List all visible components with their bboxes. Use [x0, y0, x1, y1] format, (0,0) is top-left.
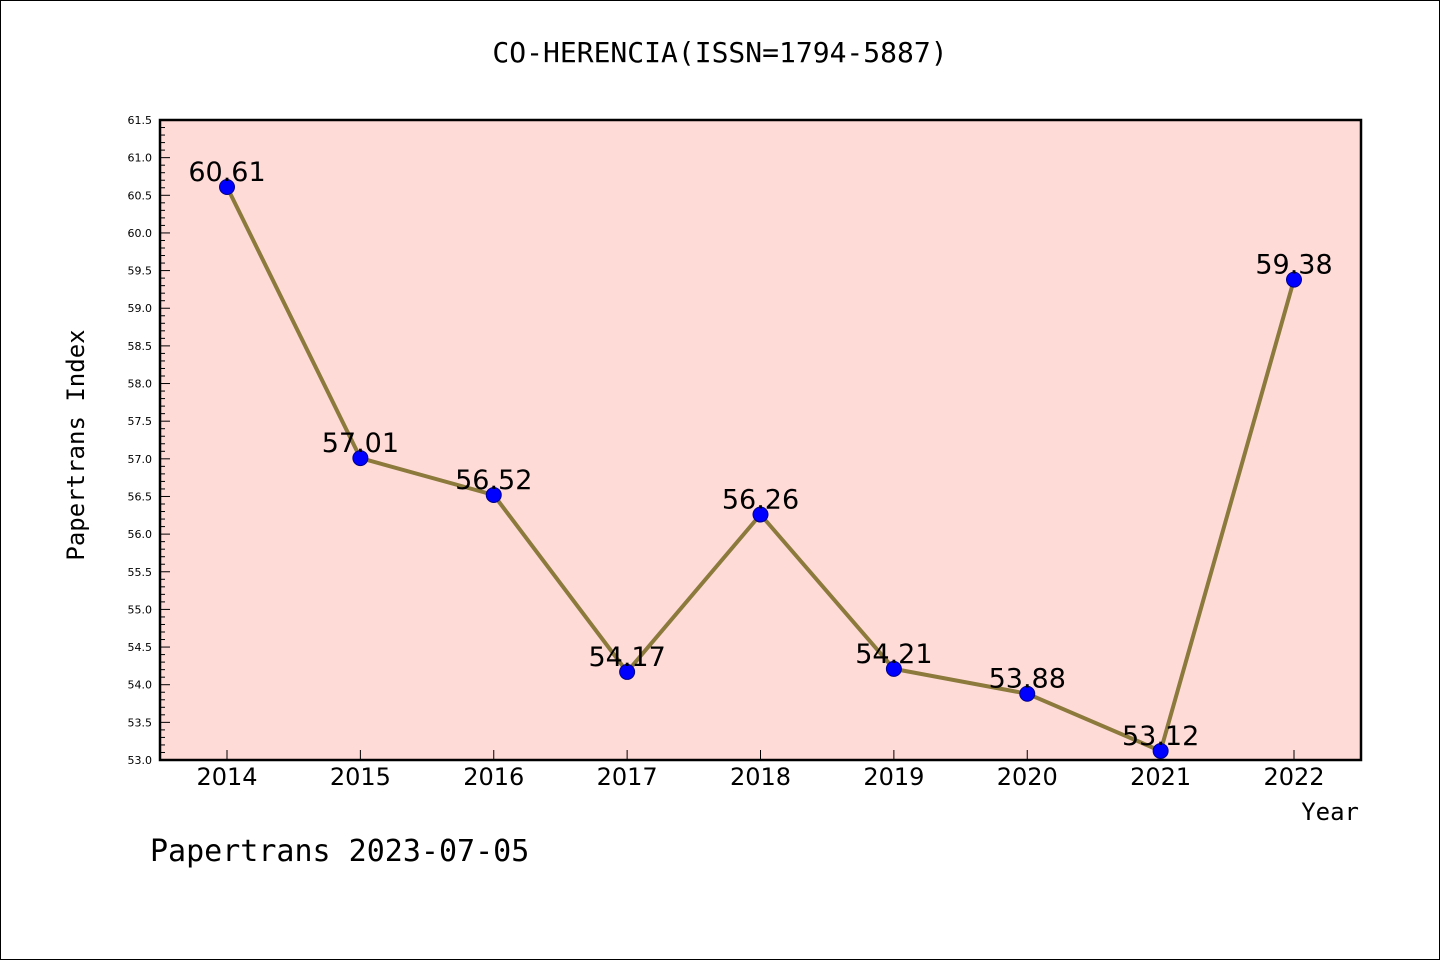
data-point: [219, 179, 235, 196]
y-tick-label: 53.0: [128, 754, 153, 767]
data-labels: 60.61 57.01 56.52 54.17 56.26 54.21 53.88 53.12…: [188, 157, 1332, 752]
data-point: [485, 486, 502, 503]
y-tick-label: 57.5: [128, 415, 153, 428]
chart-title: CO-HERENCIA(ISSN=1794-5887): [492, 36, 948, 69]
data-markers: [219, 179, 1302, 759]
x-tick-label: 2014: [196, 763, 257, 791]
data-point: [1286, 271, 1302, 288]
data-label: 59.38: [1255, 250, 1332, 281]
y-tick-label: 58.0: [128, 378, 153, 391]
y-tick-label: 57.0: [128, 453, 153, 466]
x-tick-label: 2020: [997, 763, 1058, 791]
y-axis-ticks: 53.0 53.5 54.0 54.5 55.0 55.5 56.0 56.5 57.0 57.5…: [128, 114, 170, 767]
y-tick-label: 56.0: [128, 528, 153, 541]
plot-border: [158, 118, 1363, 762]
x-tick-label: 2015: [330, 763, 391, 791]
y-tick-label: 59.5: [128, 265, 153, 278]
y-tick-label: 61.0: [128, 152, 153, 165]
data-label: 56.52: [455, 465, 532, 496]
data-point: [352, 450, 369, 467]
y-tick-label: 55.5: [128, 566, 153, 579]
y-axis-label: Papertrans Index: [62, 329, 90, 560]
y-tick-label: 61.5: [128, 114, 153, 127]
x-tick-label: 2018: [730, 763, 791, 791]
y-tick-label: 54.0: [128, 679, 153, 692]
y-tick-label: 56.5: [128, 490, 153, 503]
data-label: 54.21: [855, 639, 932, 670]
data-point: [885, 660, 902, 677]
data-label: 54.17: [588, 642, 665, 673]
x-tick-label: 2022: [1263, 763, 1324, 791]
y-tick-label: 60.5: [128, 189, 153, 202]
x-axis-label: Year: [1301, 798, 1359, 826]
data-point: [1152, 742, 1169, 759]
data-label: 57.01: [322, 428, 399, 459]
y-tick-label: 54.5: [128, 641, 153, 654]
x-tick-label: 2019: [863, 763, 924, 791]
plot-area: [160, 120, 1361, 760]
x-tick-label: 2016: [463, 763, 524, 791]
data-point: [1019, 685, 1036, 702]
footer-note: Papertrans 2023-07-05: [150, 834, 530, 869]
y-tick-label: 53.5: [128, 716, 153, 729]
y-tick-label: 59.0: [128, 302, 153, 315]
x-tick-label: 2017: [597, 763, 658, 791]
y-tick-label: 55.0: [128, 603, 153, 616]
data-label: 60.61: [188, 157, 265, 188]
x-tick-label: 2021: [1130, 763, 1191, 791]
x-axis-ticks: 2014 2015 2016 2017 2018 2019 2020 2021 2022: [196, 750, 1325, 791]
data-label: 56.26: [722, 485, 799, 516]
y-tick-label: 58.5: [128, 340, 153, 353]
data-label: 53.12: [1122, 721, 1199, 752]
data-point: [619, 663, 636, 680]
y-tick-label: 60.0: [128, 227, 153, 240]
data-point: [752, 506, 769, 523]
data-label: 53.88: [989, 664, 1066, 695]
